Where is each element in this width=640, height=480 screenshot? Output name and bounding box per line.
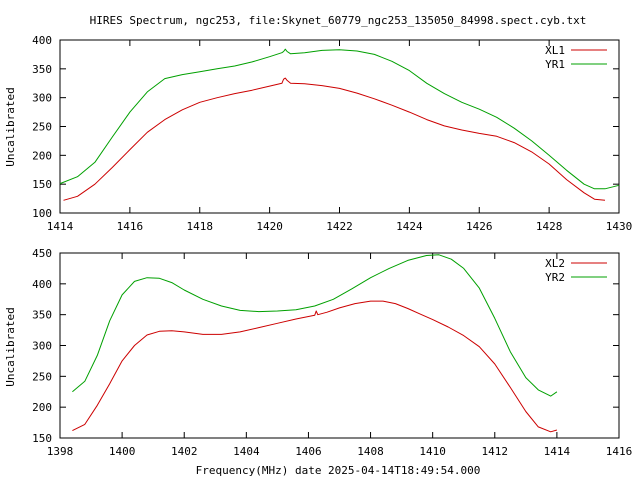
top-xtick-label: 1418 — [187, 220, 214, 233]
top-ytick-label: 400 — [32, 34, 52, 47]
top-xtick-label: 1420 — [256, 220, 283, 233]
legend-label-xl2: XL2 — [545, 257, 565, 270]
bottom-plot-frame — [59, 252, 620, 439]
bottom-ytick-label: 250 — [32, 370, 52, 383]
top-xtick-label: 1424 — [396, 220, 423, 233]
bottom-xtick-label: 1408 — [357, 445, 384, 458]
bottom-xtick-label: 1402 — [171, 445, 198, 458]
top-ytick-label: 200 — [32, 149, 52, 162]
legend-label-yr1: YR1 — [545, 58, 565, 71]
top-xtick-label: 1428 — [536, 220, 563, 233]
bottom-panel: Uncalibrated 1398 1400 1402 1404 1406 1408 141… — [4, 247, 632, 458]
top-xtick-label: 1422 — [326, 220, 353, 233]
top-ytick-label: 300 — [32, 92, 52, 105]
bottom-xtick-label: 1412 — [482, 445, 509, 458]
figure-title: HIRES Spectrum, ngc253, file:Skynet_6077… — [90, 14, 587, 27]
top-series-yr1-line — [59, 48, 620, 190]
bottom-xtick-label: 1400 — [109, 445, 136, 458]
x-axis-label: Frequency(MHz) date 2025-04-14T18:49:54.… — [196, 464, 481, 477]
bottom-ytick-label: 200 — [32, 401, 52, 414]
legend-label-xl1: XL1 — [545, 44, 565, 57]
bottom-ytick-label: 400 — [32, 278, 52, 291]
top-plot-frame — [59, 39, 620, 214]
bottom-xtick-label: 1414 — [544, 445, 571, 458]
bottom-ytick-label: 350 — [32, 309, 52, 322]
bottom-xtick-label: 1404 — [233, 445, 260, 458]
top-panel: Uncalibrated 1414 1416 1418 1420 1422 1424 142… — [4, 34, 632, 233]
bottom-xtick-label: 1406 — [295, 445, 322, 458]
top-xtick-label: 1430 — [606, 220, 633, 233]
top-series-xl1-line — [63, 77, 606, 201]
top-ytick-label: 250 — [32, 121, 52, 134]
top-ytick-label: 150 — [32, 178, 52, 191]
top-xtick-label: 1416 — [117, 220, 144, 233]
top-panel-ylabel: Uncalibrated — [4, 87, 17, 166]
bottom-xtick-label: 1416 — [606, 445, 633, 458]
legend-label-yr2: YR2 — [545, 271, 565, 284]
bottom-ytick-label: 450 — [32, 247, 52, 260]
top-ytick-label: 100 — [32, 207, 52, 220]
bottom-ytick-label: 150 — [32, 432, 52, 445]
bottom-series-yr2-line — [72, 254, 558, 397]
bottom-ytick-label: 300 — [32, 340, 52, 353]
top-xtick-label: 1426 — [466, 220, 493, 233]
top-xtick-label: 1414 — [47, 220, 74, 233]
bottom-xtick-label: 1398 — [47, 445, 74, 458]
top-ytick-label: 350 — [32, 63, 52, 76]
bottom-series-xl2-line — [72, 300, 558, 433]
bottom-xtick-label: 1410 — [419, 445, 446, 458]
bottom-panel-ylabel: Uncalibrated — [4, 307, 17, 386]
